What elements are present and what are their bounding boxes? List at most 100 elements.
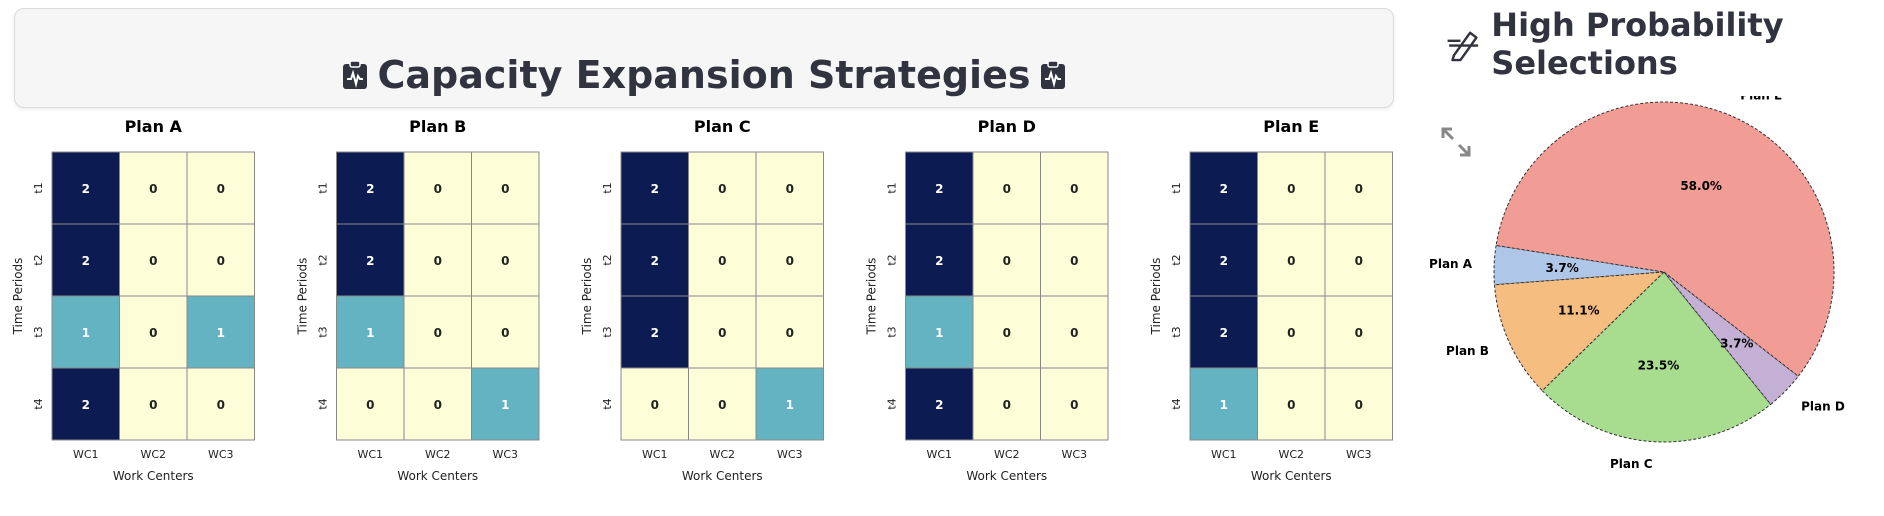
x-axis-label: Work Centers xyxy=(113,469,194,483)
cell-value-label: 0 xyxy=(1355,398,1363,412)
cell-value-label: 2 xyxy=(82,182,90,196)
heatmap-cell xyxy=(1324,367,1393,441)
heatmap-cell xyxy=(688,223,757,297)
heatmap-title: Plan C xyxy=(694,117,751,136)
y-axis-label: Time Periods xyxy=(580,258,594,336)
cell-value-label: 0 xyxy=(1070,182,1078,196)
x-tick-label: WC1 xyxy=(73,448,99,461)
x-axis-label: Work Centers xyxy=(682,469,763,483)
heatmap-cell xyxy=(336,151,405,225)
pie-slice xyxy=(1541,271,1772,443)
heatmap-4: Plan E 2 0 0 2 0 0 2 0 0 1 0 0 WC1 WC2 WC3 t1 t2 t3 t4 Work … xyxy=(1149,117,1393,483)
heatmap-cell xyxy=(905,367,974,441)
heatmap-cell xyxy=(620,295,689,369)
heatmap-title: Plan A xyxy=(125,117,183,136)
cell-value-label: 0 xyxy=(501,182,509,196)
heatmap-cell xyxy=(1040,223,1109,297)
pen-strikethrough-icon xyxy=(1447,31,1479,62)
pie-pct-label: 3.7% xyxy=(1720,336,1753,350)
y-tick-label: t3 xyxy=(1170,326,1183,337)
y-tick-label: t2 xyxy=(1170,254,1183,265)
heatmap-cell xyxy=(755,223,824,297)
heatmap-cell xyxy=(403,367,472,441)
pie-pct-label: 58.0% xyxy=(1680,179,1722,193)
x-tick-label: WC3 xyxy=(1346,448,1372,461)
pie-pct-label: 3.7% xyxy=(1545,261,1578,275)
cell-value-label: 0 xyxy=(786,254,794,268)
cell-value-label: 2 xyxy=(935,182,943,196)
heatmap-cell xyxy=(471,295,540,369)
heatmap-cell xyxy=(1189,295,1258,369)
cell-value-label: 0 xyxy=(1070,398,1078,412)
pie-slice-label: Plan C xyxy=(1610,457,1653,471)
heatmap-cell xyxy=(1324,295,1393,369)
y-tick-label: t3 xyxy=(886,326,899,337)
x-tick-label: WC2 xyxy=(1278,448,1304,461)
cell-value-label: 0 xyxy=(149,326,157,340)
cell-value-label: 0 xyxy=(434,254,442,268)
x-axis-label: Work Centers xyxy=(966,469,1047,483)
expand-arrows-icon[interactable] xyxy=(1440,126,1472,158)
cell-value-label: 0 xyxy=(1070,254,1078,268)
cell-value-label: 2 xyxy=(82,254,90,268)
cell-value-label: 1 xyxy=(935,326,943,340)
y-tick-label: t2 xyxy=(32,254,45,265)
cell-value-label: 0 xyxy=(217,182,225,196)
pie-pct-label: 11.1% xyxy=(1558,303,1600,317)
x-tick-label: WC3 xyxy=(1061,448,1087,461)
heatmap-cell xyxy=(471,367,540,441)
cell-value-label: 0 xyxy=(1287,326,1295,340)
cell-value-label: 2 xyxy=(935,254,943,268)
x-tick-label: WC1 xyxy=(926,448,952,461)
cell-value-label: 0 xyxy=(149,182,157,196)
y-tick-label: t1 xyxy=(32,182,45,193)
cell-value-label: 1 xyxy=(1220,398,1228,412)
cell-value-label: 0 xyxy=(1003,398,1011,412)
heatmap-cell xyxy=(620,151,689,225)
cell-value-label: 0 xyxy=(501,326,509,340)
cell-value-label: 0 xyxy=(718,398,726,412)
heatmap-cell xyxy=(688,367,757,441)
x-tick-label: WC2 xyxy=(140,448,166,461)
heatmap-2: Plan C 2 0 0 2 0 0 2 0 0 0 0 1 WC1 WC2 WC3 t1 t2 t3 t4 Work … xyxy=(580,117,824,483)
heatmap-cell xyxy=(688,295,757,369)
cell-value-label: 2 xyxy=(1220,182,1228,196)
cell-value-label: 0 xyxy=(434,326,442,340)
cell-value-label: 2 xyxy=(651,254,659,268)
heatmap-cell xyxy=(620,223,689,297)
cell-value-label: 1 xyxy=(786,398,794,412)
cell-value-label: 0 xyxy=(501,254,509,268)
cell-value-label: 2 xyxy=(1220,326,1228,340)
cell-value-label: 0 xyxy=(434,398,442,412)
heatmap-cell xyxy=(471,223,540,297)
cell-value-label: 0 xyxy=(434,182,442,196)
y-axis-label: Time Periods xyxy=(296,258,310,336)
y-tick-label: t4 xyxy=(317,398,330,409)
y-tick-label: t2 xyxy=(886,254,899,265)
cell-value-label: 0 xyxy=(217,398,225,412)
cell-value-label: 0 xyxy=(217,254,225,268)
cell-value-label: 0 xyxy=(1070,326,1078,340)
x-axis-label: Work Centers xyxy=(397,469,478,483)
heatmap-cell xyxy=(186,223,255,297)
clipboard-pulse-icon xyxy=(342,60,367,89)
heatmap-cell xyxy=(1257,151,1326,225)
cell-value-label: 0 xyxy=(1287,182,1295,196)
cell-value-label: 2 xyxy=(366,182,374,196)
y-tick-label: t2 xyxy=(317,254,330,265)
y-tick-label: t1 xyxy=(601,182,614,193)
cell-value-label: 2 xyxy=(1220,254,1228,268)
heatmap-cell xyxy=(51,367,120,441)
cell-value-label: 0 xyxy=(1355,182,1363,196)
y-axis-label: Time Periods xyxy=(11,258,25,336)
y-tick-label: t4 xyxy=(601,398,614,409)
cell-value-label: 2 xyxy=(366,254,374,268)
cell-value-label: 0 xyxy=(718,182,726,196)
cell-value-label: 0 xyxy=(1003,254,1011,268)
heatmap-0: Plan A 2 0 0 2 0 0 1 0 1 2 0 0 WC1 WC2 WC3 t1 t2 t3 t4 Work … xyxy=(11,117,255,483)
pie-slice-label: Plan B xyxy=(1446,344,1489,358)
y-tick-label: t3 xyxy=(317,326,330,337)
x-tick-label: WC1 xyxy=(357,448,383,461)
y-tick-label: t1 xyxy=(886,182,899,193)
y-tick-label: t4 xyxy=(886,398,899,409)
